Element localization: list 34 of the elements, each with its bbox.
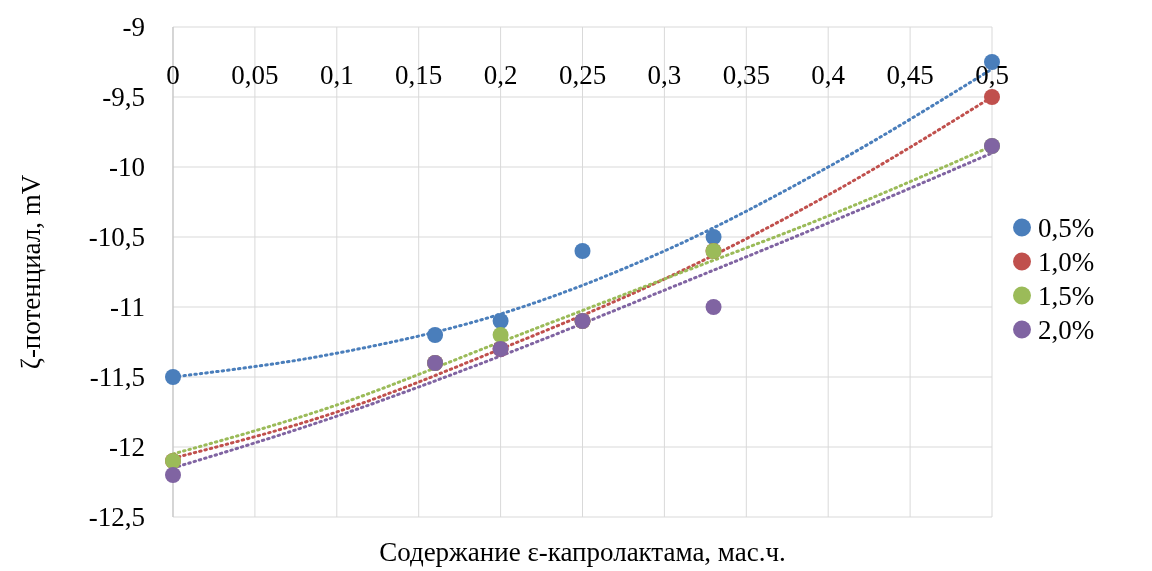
x-tick-label: 0,3: [647, 60, 682, 90]
y-tick-label: -9,5: [102, 82, 145, 112]
y-tick-label: -12: [109, 432, 145, 462]
x-tick-label: 0,4: [811, 60, 846, 90]
x-tick-label: 0,1: [319, 60, 354, 90]
y-tick-label: -10: [109, 152, 145, 182]
x-axis-title: Содержание ε-капролактама, мас.ч.: [379, 537, 786, 567]
point: [705, 299, 722, 315]
legend-label: 2,0%: [1038, 314, 1095, 345]
point: [427, 327, 444, 343]
point: [492, 313, 509, 329]
x-tick-label: 0: [166, 60, 180, 90]
point: [705, 229, 722, 245]
x-tick-label: 0,45: [886, 60, 934, 90]
y-tick-label: -12,5: [88, 502, 145, 532]
legend-label: 1,0%: [1038, 246, 1095, 277]
x-tick-label: 0,5: [975, 60, 1009, 90]
point: [574, 243, 591, 259]
x-tick-label: 0,2: [483, 60, 518, 90]
x-tick-label: 0,35: [722, 60, 770, 90]
point: [165, 467, 181, 483]
y-tick-label: -9: [122, 12, 145, 42]
legend-label: 0,5%: [1038, 212, 1095, 243]
y-tick-label: -11: [110, 292, 145, 322]
y-tick-label: -11,5: [89, 362, 145, 392]
legend-label: 1,5%: [1038, 280, 1095, 311]
point: [492, 327, 509, 343]
point: [165, 369, 181, 385]
x-tick-label: 0,05: [231, 60, 279, 90]
y-axis-title: ζ-потенциал, mV: [16, 174, 46, 370]
y-tick-label: -10,5: [88, 222, 145, 252]
point: [984, 89, 1000, 105]
x-tick-label: 0,25: [558, 60, 607, 90]
x-tick-label: 0,15: [395, 60, 443, 90]
